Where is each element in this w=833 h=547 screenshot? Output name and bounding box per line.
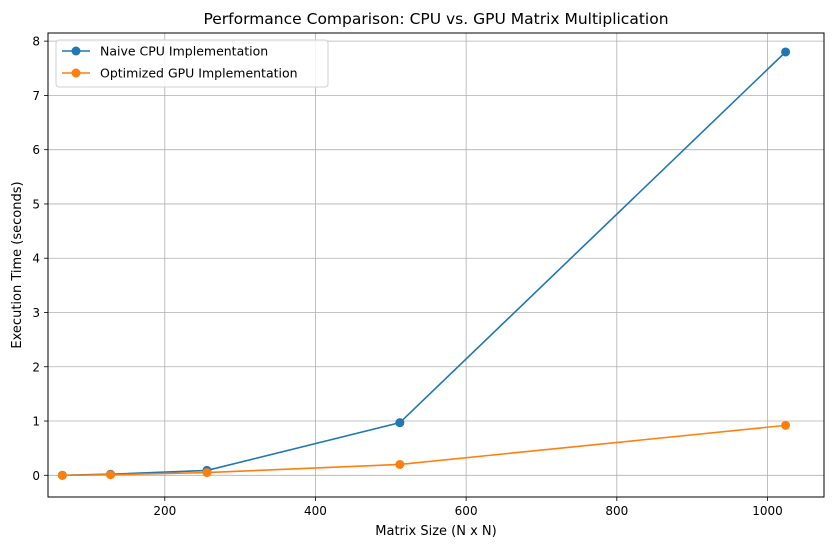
- data-point-1-2: [202, 468, 212, 478]
- y-tick-label: 2: [32, 360, 40, 374]
- series-line-0: [62, 51, 787, 477]
- series-layer: [57, 47, 791, 480]
- y-axis-label: Execution Time (seconds): [10, 181, 25, 348]
- y-axis-ticks: 0 1 2 3 4 5 6 7 8: [32, 35, 48, 483]
- data-point-1-3: [395, 459, 405, 469]
- x-tick-label: 200: [153, 504, 176, 518]
- grid: [48, 33, 824, 497]
- x-axis-ticks: 200 400 600 800 1000: [153, 497, 783, 518]
- y-tick-label: 3: [32, 306, 40, 320]
- x-axis-label: Matrix Size (N x N): [375, 524, 496, 539]
- legend-label-1: Optimized GPU Implementation: [100, 66, 298, 81]
- chart-title: Performance Comparison: CPU vs. GPU Matr…: [203, 10, 668, 28]
- y-tick-label: 4: [32, 252, 40, 266]
- legend-label-0: Naive CPU Implementation: [100, 44, 268, 59]
- legend-marker-0: [71, 46, 81, 56]
- data-point-0-4: [781, 47, 791, 57]
- legend-box: [55, 39, 329, 88]
- y-tick-label: 1: [32, 415, 40, 429]
- y-tick-label: 0: [32, 469, 40, 483]
- x-tick-label: 400: [304, 504, 327, 518]
- legend-marker-1: [71, 68, 81, 78]
- x-tick-label: 1000: [752, 504, 783, 518]
- legend: Naive CPU Implementation Optimized GPU Im…: [55, 39, 329, 88]
- data-point-1-4: [781, 420, 791, 430]
- plot-frame: [47, 32, 825, 498]
- series-line-1: [62, 424, 786, 477]
- x-tick-label: 600: [455, 504, 478, 518]
- data-point-1-1: [106, 470, 116, 480]
- y-tick-label: 8: [32, 35, 40, 49]
- y-tick-label: 7: [32, 89, 40, 103]
- data-point-0-3: [395, 418, 405, 428]
- y-tick-label: 5: [32, 197, 40, 211]
- data-point-1-0: [57, 470, 67, 480]
- x-tick-label: 800: [605, 504, 628, 518]
- y-tick-label: 6: [32, 143, 40, 157]
